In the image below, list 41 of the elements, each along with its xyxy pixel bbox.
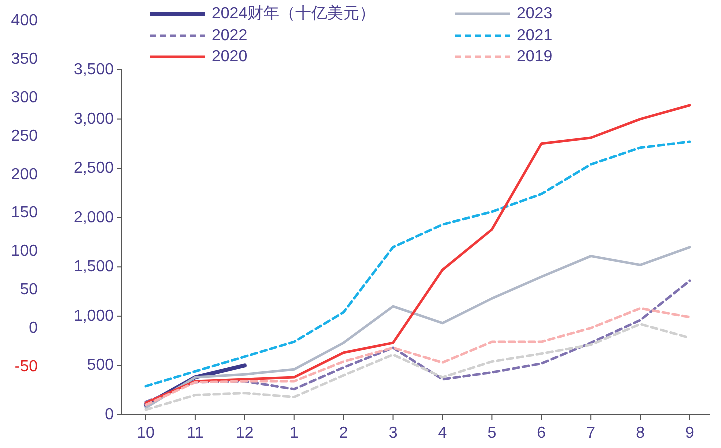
x-tick-label: 10 [137, 425, 155, 442]
x-tick-label: 1 [290, 425, 299, 442]
y2-tick-label: 250 [11, 128, 38, 145]
y-tick-label: 3,500 [74, 62, 114, 78]
y-tick-label: 1,500 [74, 258, 114, 276]
legend-label: 2020 [212, 48, 248, 66]
y2-tick-label: 300 [11, 89, 38, 106]
legend-label: 2022 [212, 28, 248, 44]
y-tick-label: 500 [87, 357, 114, 374]
y2-tick-label: 50 [20, 282, 38, 299]
line-series [144, 104, 692, 404]
y2-tick-label: 0 [29, 320, 38, 338]
y2-tick-label: -50 [14, 358, 38, 376]
y-tick-label: 1,000 [74, 308, 114, 325]
x-tick-label: 2 [339, 425, 348, 442]
x-tick-label: 7 [586, 425, 596, 442]
y2-tick-label: 350 [11, 50, 38, 68]
x-tick-label: 5 [488, 425, 497, 442]
y2-tick-label: 150 [11, 204, 38, 222]
y-tick-label: 0 [105, 406, 114, 424]
legend-label: 2019 [517, 48, 553, 66]
x-tick-label: 8 [636, 425, 646, 442]
x-tick-label: 3 [388, 425, 398, 442]
x-tick-label: 11 [187, 425, 204, 442]
line-series [144, 307, 692, 406]
y-tick-label: 2,500 [74, 160, 114, 178]
x-tick-label: 6 [537, 425, 546, 442]
y2-tick-label: 400 [11, 12, 38, 30]
line-series [144, 140, 692, 388]
x-tick-label: 9 [686, 425, 695, 442]
y2-tick-label: 200 [11, 166, 38, 184]
y-tick-label: 3,000 [74, 110, 114, 128]
line-series [144, 246, 692, 410]
legend-label: 2023 [517, 6, 553, 22]
legend-label: 2024财年（十亿美元） [212, 4, 376, 22]
x-tick-label: 12 [236, 425, 254, 442]
y-tick-label: 2,000 [74, 209, 114, 226]
legend-label: 2021 [517, 28, 553, 44]
x-tick-label: 4 [438, 425, 448, 442]
y2-tick-label: 100 [11, 243, 38, 260]
line-series [144, 280, 692, 404]
